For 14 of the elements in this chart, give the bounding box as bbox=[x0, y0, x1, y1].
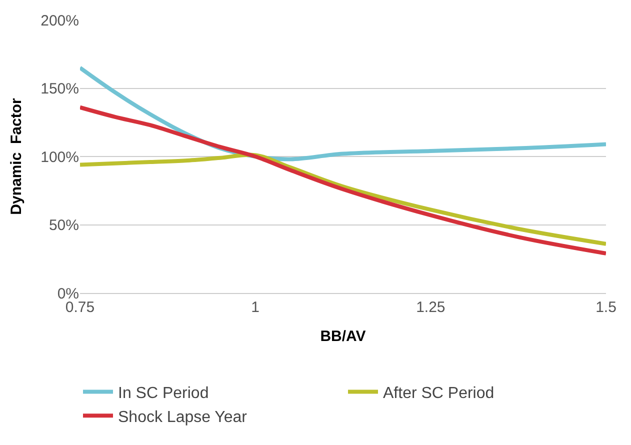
x-tick-label: 1.25 bbox=[416, 299, 446, 316]
x-tick-label: 1 bbox=[251, 299, 260, 316]
y-tick-label: 100% bbox=[40, 148, 79, 166]
y-tick-label: 50% bbox=[48, 217, 79, 234]
legend-label: After SC Period bbox=[383, 385, 494, 402]
x-axis-title: BB/AV bbox=[320, 328, 366, 345]
legend-label: In SC Period bbox=[118, 385, 209, 402]
line-series bbox=[80, 152, 606, 246]
y-axis-title: Dynamic Factor bbox=[8, 98, 25, 215]
y-tick-label: 200% bbox=[40, 12, 79, 30]
x-tick-label: 1.5 bbox=[596, 299, 616, 316]
line-series bbox=[80, 105, 606, 256]
legend-label: Shock Lapse Year bbox=[118, 408, 248, 426]
y-tick-label: 150% bbox=[40, 80, 79, 98]
